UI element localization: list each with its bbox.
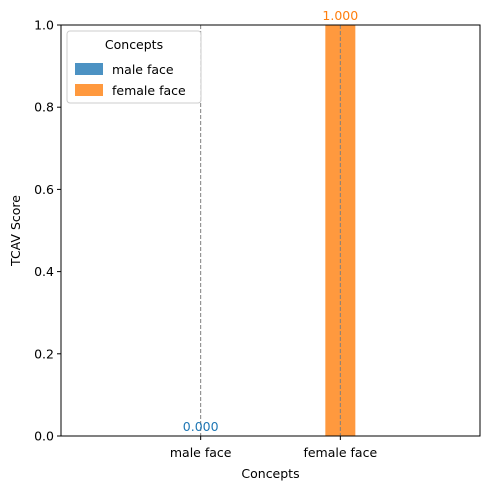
legend-label-male-face: male face	[112, 62, 174, 77]
y-tick-label: 0.2	[34, 346, 54, 361]
legend-title: Concepts	[105, 37, 163, 52]
legend-label-female-face: female face	[112, 83, 186, 98]
y-tick-label: 0.4	[34, 264, 54, 279]
data-label-male-face: 0.000	[183, 419, 219, 434]
y-axis-label: TCAV Score	[8, 195, 23, 267]
bar-labels: 0.000 1.000	[183, 8, 358, 434]
y-tick-label: 0.6	[34, 182, 54, 197]
data-label-female-face: 1.000	[322, 8, 358, 23]
x-tick-label: male face	[170, 445, 232, 460]
y-tick-label: 1.0	[34, 18, 54, 33]
legend-entries: male face female face	[75, 62, 186, 98]
reference-lines	[200, 25, 341, 436]
legend-swatch-male-face	[75, 63, 103, 75]
y-tick-label: 0.0	[34, 429, 54, 444]
x-axis-label: Concepts	[241, 466, 299, 481]
plot-frame	[60, 24, 481, 437]
x-axis: male face female face	[170, 436, 377, 460]
y-axis: 0.0 0.2 0.4 0.6 0.8 1.0	[34, 18, 61, 444]
x-tick-label: female face	[303, 445, 377, 460]
y-tick-label: 0.8	[34, 100, 54, 115]
legend-swatch-female-face	[75, 84, 103, 96]
legend: Concepts male face female face	[66, 30, 202, 104]
